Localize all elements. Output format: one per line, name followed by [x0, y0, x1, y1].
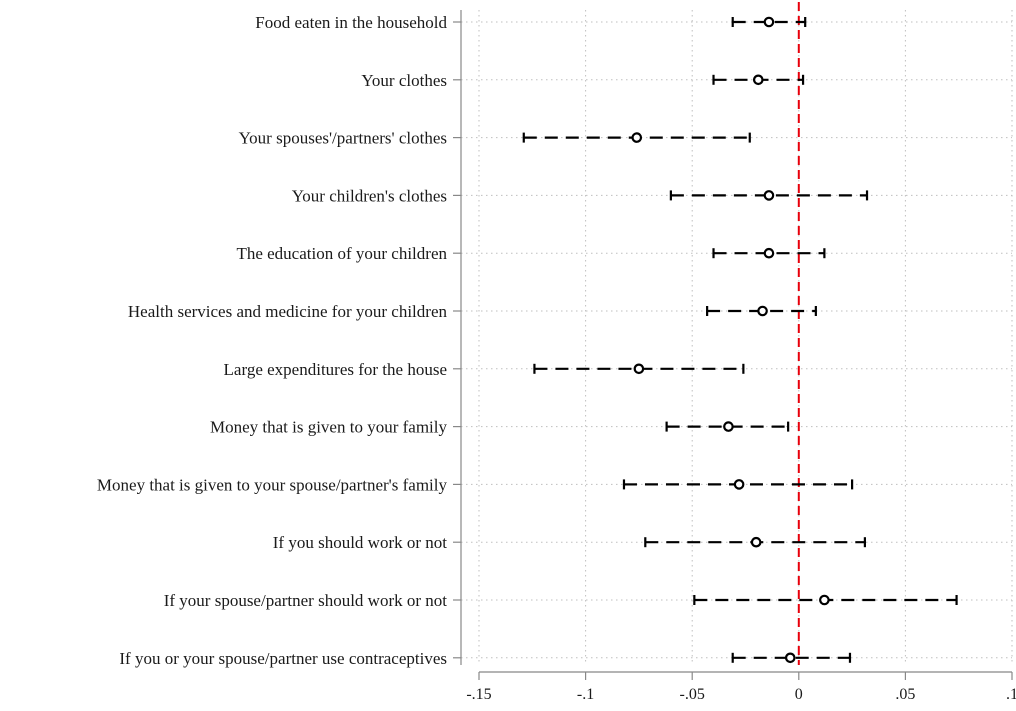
- point-estimate: [757, 305, 768, 317]
- category-label: The education of your children: [236, 244, 447, 263]
- category-label: Health services and medicine for your ch…: [128, 302, 448, 321]
- y-axis: Food eaten in the household Your clothes Y…: [97, 10, 462, 668]
- x-tick-label: 0: [795, 686, 803, 703]
- category-label: If you or your spouse/partner use contra…: [119, 649, 447, 668]
- category-label: Money that is given to your family: [210, 418, 448, 437]
- x-tick-label: .05: [895, 686, 915, 703]
- x-tick-label: -.05: [680, 686, 705, 703]
- x-axis: -.15 -.1 -.05 0 .05 .1: [466, 671, 1016, 703]
- category-label: Money that is given to your spouse/partn…: [97, 475, 448, 494]
- point-estimate: [631, 132, 643, 143]
- category-label: Large expenditures for the house: [224, 360, 447, 379]
- point-estimate: [763, 247, 775, 259]
- point-estimate: [819, 594, 830, 606]
- confidence-intervals: [522, 16, 958, 664]
- category-label: If you should work or not: [273, 533, 448, 552]
- point-estimate: [733, 479, 745, 490]
- point-estimate: [763, 190, 775, 201]
- point-estimate: [752, 74, 764, 86]
- x-tick-label: .1: [1006, 686, 1016, 703]
- point-estimate: [784, 652, 796, 664]
- category-label: Your children's clothes: [292, 186, 447, 205]
- category-label: Your clothes: [361, 71, 447, 90]
- point-estimate: [633, 363, 645, 375]
- category-label: If your spouse/partner should work or no…: [164, 591, 448, 610]
- x-tick-label: -.15: [466, 686, 491, 703]
- grid-lines: [461, 10, 1013, 665]
- point-estimate: [763, 16, 775, 28]
- point-estimate: [750, 536, 762, 548]
- point-estimate: [723, 421, 734, 432]
- category-label: Food eaten in the household: [255, 13, 447, 32]
- category-label: Your spouses'/partners' clothes: [239, 129, 447, 148]
- x-tick-label: -.1: [577, 686, 594, 703]
